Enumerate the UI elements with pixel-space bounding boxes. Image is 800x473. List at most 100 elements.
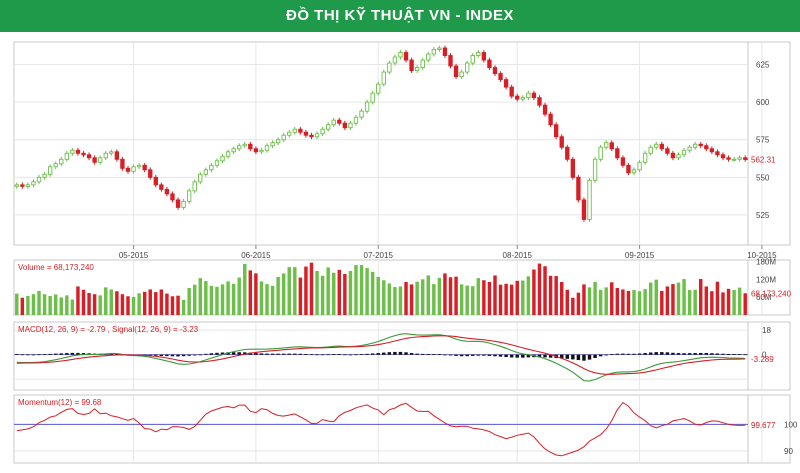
macd-histogram-bar [220, 352, 225, 355]
macd-histogram-bar [476, 354, 481, 356]
volume-bar [426, 275, 430, 315]
macd-histogram-bar [31, 354, 36, 356]
candle [103, 152, 108, 159]
volume-bar [398, 286, 403, 315]
volume-bar [632, 290, 636, 315]
candle [59, 158, 64, 165]
candle [225, 151, 231, 157]
volume-bar [220, 284, 225, 315]
price-y-tick-label: 575 [756, 136, 770, 145]
candle [231, 148, 236, 153]
candle [431, 49, 436, 55]
volume-bar [31, 294, 36, 315]
volume-bar [15, 293, 19, 315]
macd-histogram-bar [715, 353, 720, 355]
volume-bar [465, 285, 469, 315]
volume-bar [265, 284, 269, 315]
macd-label: MACD(12, 26, 9) = -2.79 , Signal(12, 26,… [18, 325, 199, 334]
candle [620, 157, 626, 166]
volume-bar [732, 290, 736, 315]
candle [70, 149, 75, 154]
volume-bar [704, 286, 709, 315]
candle [342, 122, 348, 129]
volume-bar [326, 267, 330, 315]
macd-histogram-bar [320, 354, 325, 356]
volume-bar [710, 291, 714, 315]
candle [409, 59, 414, 72]
macd-histogram-bar [76, 352, 80, 355]
candle [698, 143, 703, 147]
macd-histogram-bar [621, 353, 625, 355]
date-tick-label: 09-2015 [625, 251, 655, 260]
macd-histogram-bar [332, 354, 336, 355]
macd-histogram-bar [181, 354, 186, 357]
volume-bar [593, 282, 597, 315]
candle [175, 199, 181, 208]
volume-bar [198, 278, 203, 315]
candle [465, 62, 470, 73]
volume-bar [682, 279, 686, 315]
candle [114, 151, 120, 160]
price-y-tick-label: 525 [756, 211, 770, 220]
volume-bar [204, 281, 208, 315]
macd-histogram-bar [370, 353, 375, 355]
momentum-y-tick-label: 100 [784, 420, 798, 429]
macd-histogram-bar [326, 354, 330, 356]
volume-bar [504, 283, 508, 315]
candle [398, 52, 403, 58]
candle [181, 200, 186, 208]
candle [637, 161, 642, 171]
volume-bar [537, 263, 542, 315]
macd-histogram-bar [409, 353, 414, 355]
volume-bar [309, 262, 314, 315]
macd-histogram-bar [432, 354, 436, 355]
date-tick-label: 06-2015 [241, 251, 271, 260]
volume-bar [192, 284, 197, 315]
candle [142, 164, 147, 171]
macd-histogram-bar [454, 354, 458, 356]
macd-histogram-bar [665, 352, 670, 355]
price-panel-frame [13, 41, 791, 246]
macd-histogram-bar [81, 353, 86, 355]
macd-histogram-bar [259, 353, 264, 355]
candle [631, 169, 637, 174]
macd-histogram-bar [548, 354, 553, 358]
volume-bar [454, 276, 458, 315]
candle [448, 55, 453, 67]
volume-bar [415, 281, 419, 315]
macd-histogram-bar [304, 354, 308, 355]
macd-histogram-bar [37, 354, 41, 356]
volume-bar [637, 291, 642, 315]
volume-bar [20, 297, 25, 315]
candle [25, 184, 31, 187]
macd-histogram-bar [415, 353, 419, 355]
volume-bar [370, 271, 375, 315]
macd-histogram-bar [732, 354, 736, 355]
candle [387, 62, 392, 73]
volume-bar [448, 277, 453, 315]
volume-bar [726, 288, 731, 315]
volume-bar [676, 282, 681, 315]
volume-bar [571, 297, 575, 315]
candle [670, 152, 676, 159]
macd-histogram-bar [699, 352, 703, 355]
volume-bar [743, 293, 747, 315]
volume-bar [610, 282, 614, 315]
momentum-panel: 90 100 Momentum(12) = 99.68 99.677 [13, 394, 798, 464]
macd-histogram-bar [565, 354, 570, 359]
volume-bar [471, 286, 475, 315]
candle [581, 199, 587, 220]
macd-histogram-bar [482, 354, 486, 356]
volume-bar [648, 282, 653, 315]
macd-histogram-bar [726, 353, 731, 355]
candle [253, 148, 259, 153]
candle [270, 142, 275, 147]
macd-histogram-bar [660, 352, 664, 355]
volume-bar [476, 278, 481, 315]
volume-bar [270, 285, 275, 315]
volume-bar [376, 276, 380, 315]
macd-histogram-bar [298, 353, 303, 355]
candle [420, 59, 425, 69]
volume-bar [87, 293, 91, 315]
macd-histogram-bar [281, 353, 286, 355]
